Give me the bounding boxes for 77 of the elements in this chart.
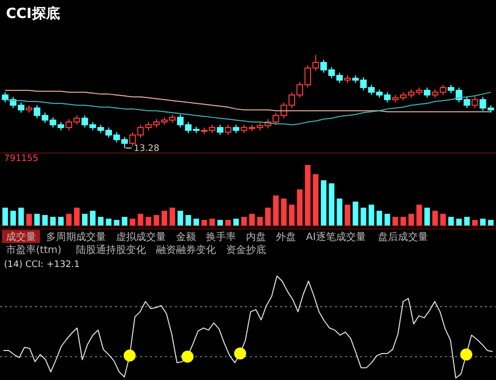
bar (42, 215, 48, 226)
bar (122, 216, 128, 226)
text: 多周期成交量 (46, 231, 106, 243)
bar (249, 214, 255, 226)
bar (10, 210, 16, 226)
bar (440, 214, 446, 226)
bar (178, 210, 184, 226)
bar (281, 198, 287, 226)
text: 791155 (4, 154, 38, 164)
bar (66, 214, 72, 226)
bar (368, 204, 374, 226)
bar (432, 210, 438, 226)
text: AI逐笔成交量 (306, 231, 366, 243)
bar (98, 216, 104, 226)
text: 市盈率(ttm) (6, 244, 62, 256)
bar (289, 204, 295, 226)
bar (424, 208, 430, 226)
bar (273, 196, 279, 226)
bar (162, 210, 168, 226)
bar (130, 218, 136, 226)
annotation: 13.28 (134, 144, 160, 154)
text: 资金抄底 (226, 244, 266, 256)
bar (58, 216, 64, 226)
bar (233, 218, 239, 226)
bar (304, 165, 310, 226)
bar (360, 208, 366, 226)
bar (344, 204, 350, 226)
text: 融资融券变化 (156, 244, 216, 256)
candlestick (224, 124, 232, 136)
bar (90, 210, 96, 226)
bar (448, 216, 454, 226)
bar (312, 174, 318, 226)
chart-title: CCI探底 (6, 5, 60, 22)
text: 换手率 (206, 231, 236, 243)
bar (170, 208, 176, 226)
bar (296, 189, 303, 226)
bar (416, 204, 422, 226)
bar (193, 218, 200, 226)
text: 金额 (176, 231, 196, 243)
bar (241, 216, 247, 226)
bar (376, 210, 382, 226)
bar (456, 218, 462, 226)
bar (336, 198, 342, 226)
text: 盘后成交量 (378, 231, 428, 243)
text: 成交量 (6, 231, 36, 243)
text: 陆股通持股变化 (76, 244, 146, 256)
text: 内盘 (246, 231, 266, 243)
candlestick (472, 96, 478, 109)
text: 虚拟成交量 (116, 231, 166, 243)
bar (74, 208, 80, 226)
bar (265, 208, 271, 226)
bar (82, 214, 88, 226)
bar (154, 215, 160, 226)
bar (186, 215, 192, 226)
bar (392, 216, 398, 226)
bar (146, 216, 152, 226)
bar (18, 208, 24, 226)
bar (408, 214, 414, 226)
bar (138, 214, 144, 226)
bar (400, 216, 406, 226)
bar (464, 216, 470, 226)
bar (257, 216, 263, 226)
bar (106, 218, 112, 226)
bar (34, 214, 40, 226)
candlestick (216, 124, 224, 136)
bar (480, 218, 486, 226)
bar (352, 202, 358, 226)
text: (14) CCI: +132.1 (4, 260, 80, 270)
bar (2, 208, 8, 226)
bar (320, 180, 326, 226)
bar (26, 214, 32, 226)
bar (384, 214, 390, 226)
bar (328, 183, 334, 226)
bar (209, 218, 215, 226)
text: 外盘 (276, 231, 296, 243)
bar (50, 216, 56, 226)
candlestick (424, 87, 430, 98)
